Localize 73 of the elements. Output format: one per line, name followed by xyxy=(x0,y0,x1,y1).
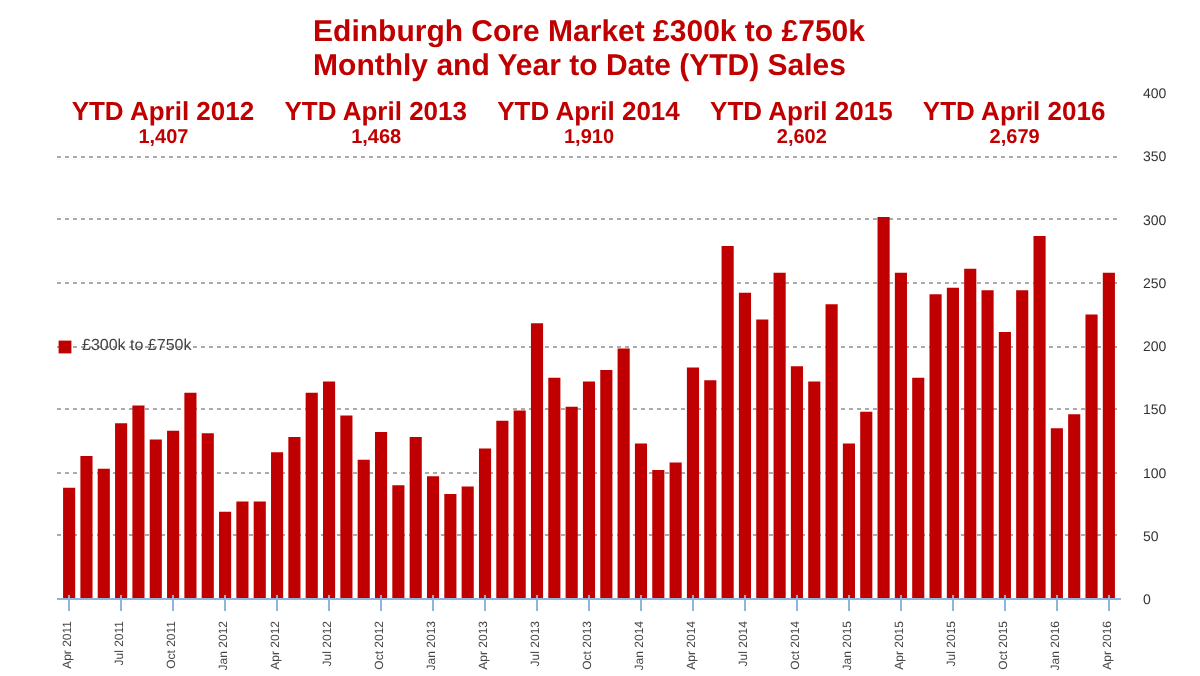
bar xyxy=(946,287,959,599)
bar xyxy=(392,485,405,599)
bar xyxy=(1050,428,1063,599)
annotation: YTD April 2016 xyxy=(922,95,1106,126)
bar xyxy=(271,452,284,599)
bar xyxy=(634,443,648,599)
legend-label: £300k to £750k xyxy=(82,336,192,354)
bar xyxy=(374,432,388,599)
bar xyxy=(669,462,682,599)
bar xyxy=(1033,235,1046,599)
bar xyxy=(1068,414,1081,599)
bar xyxy=(548,377,561,599)
bar xyxy=(1016,290,1029,599)
bar xyxy=(288,437,301,599)
bar xyxy=(981,290,994,599)
bar xyxy=(582,381,596,599)
bar xyxy=(305,392,318,599)
bar xyxy=(201,433,214,599)
bar xyxy=(894,272,907,599)
bar xyxy=(1085,314,1098,599)
annotation: 2,602 xyxy=(776,127,828,150)
bar xyxy=(877,216,890,599)
annotation: 2,679 xyxy=(989,127,1041,150)
bar xyxy=(513,410,526,599)
bar xyxy=(426,476,440,599)
bar xyxy=(652,469,665,599)
annotation: YTD April 2015 xyxy=(710,95,893,126)
bar xyxy=(842,443,855,599)
bar xyxy=(860,411,873,599)
bar xyxy=(409,437,422,599)
bar xyxy=(929,294,942,599)
bar xyxy=(738,292,752,599)
bar xyxy=(444,494,457,599)
bar xyxy=(1102,272,1115,599)
bar xyxy=(219,511,232,599)
annotation: 1,468 xyxy=(351,127,403,150)
bar xyxy=(132,405,145,599)
bar xyxy=(149,439,162,599)
bar xyxy=(184,392,197,599)
bar xyxy=(530,323,544,599)
bar xyxy=(825,304,838,599)
bar xyxy=(323,381,336,599)
bar xyxy=(790,366,804,599)
bar xyxy=(912,377,925,599)
bar xyxy=(80,456,93,599)
bar xyxy=(236,501,249,599)
bar xyxy=(617,348,630,599)
bar xyxy=(253,501,266,599)
bar xyxy=(357,459,370,599)
bar xyxy=(565,406,578,599)
bar xyxy=(686,367,700,599)
bar xyxy=(773,272,786,599)
bar xyxy=(600,370,613,599)
bar xyxy=(115,423,128,599)
bar xyxy=(721,246,734,599)
annotation: YTD April 2013 xyxy=(284,95,468,126)
bar xyxy=(808,381,821,599)
chart-title: Edinburgh Core Market £300k to £750k Monthly and Year to Date (YTD) Sales xyxy=(313,15,867,83)
bar xyxy=(478,448,492,599)
annotation: YTD April 2012 xyxy=(71,95,255,126)
bar xyxy=(461,486,474,599)
bar xyxy=(756,319,769,599)
bar xyxy=(340,415,353,599)
bar xyxy=(97,468,110,599)
bar xyxy=(704,380,717,599)
bar xyxy=(63,487,76,599)
bar xyxy=(167,430,180,599)
annotation: 1,407 xyxy=(138,127,190,150)
annotation: 1,910 xyxy=(563,127,615,150)
bar xyxy=(496,420,509,599)
bar xyxy=(964,268,977,599)
bar xyxy=(998,332,1011,599)
annotation: YTD April 2014 xyxy=(497,95,682,126)
